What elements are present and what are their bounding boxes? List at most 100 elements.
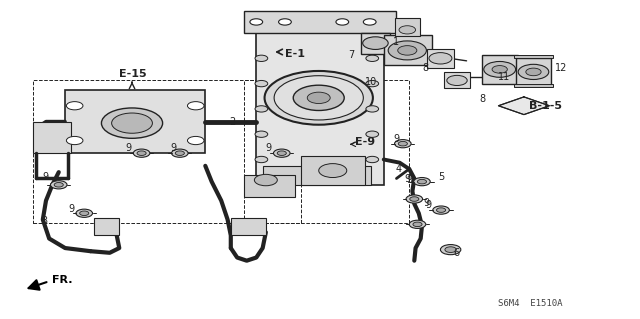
Text: E-15: E-15 bbox=[119, 69, 147, 79]
Circle shape bbox=[255, 55, 268, 62]
Circle shape bbox=[366, 156, 379, 163]
Text: S6M4  E1510A: S6M4 E1510A bbox=[499, 299, 563, 308]
Circle shape bbox=[188, 137, 204, 145]
Bar bbox=[256, 20, 384, 185]
Text: 1: 1 bbox=[394, 38, 399, 48]
Circle shape bbox=[397, 46, 417, 55]
Circle shape bbox=[67, 102, 83, 110]
Text: 9: 9 bbox=[125, 144, 132, 153]
Circle shape bbox=[388, 41, 426, 60]
Circle shape bbox=[410, 197, 419, 201]
Circle shape bbox=[278, 19, 291, 25]
Circle shape bbox=[440, 245, 461, 255]
Circle shape bbox=[366, 55, 379, 62]
Text: E-9: E-9 bbox=[355, 137, 375, 147]
Circle shape bbox=[254, 174, 277, 186]
Polygon shape bbox=[499, 97, 549, 115]
Circle shape bbox=[67, 137, 83, 145]
Bar bbox=[94, 218, 119, 235]
Text: 9: 9 bbox=[424, 198, 430, 208]
Text: 9: 9 bbox=[404, 174, 411, 184]
Circle shape bbox=[406, 195, 422, 203]
Bar bbox=[515, 84, 552, 87]
Bar bbox=[231, 218, 266, 235]
Circle shape bbox=[492, 66, 508, 73]
Circle shape bbox=[293, 85, 344, 110]
Text: 8: 8 bbox=[422, 63, 428, 73]
Circle shape bbox=[307, 92, 330, 104]
Text: 9: 9 bbox=[425, 200, 431, 210]
Text: 10: 10 bbox=[365, 77, 377, 87]
Text: E-1: E-1 bbox=[285, 48, 305, 59]
Bar bbox=[301, 156, 365, 185]
Circle shape bbox=[172, 149, 188, 157]
Text: 6: 6 bbox=[454, 248, 460, 258]
Circle shape bbox=[445, 247, 456, 252]
Circle shape bbox=[433, 206, 449, 214]
Circle shape bbox=[447, 75, 467, 85]
Circle shape bbox=[429, 53, 452, 64]
Circle shape bbox=[255, 80, 268, 87]
Circle shape bbox=[250, 19, 262, 25]
Text: 2: 2 bbox=[230, 116, 236, 127]
Text: 3: 3 bbox=[41, 216, 47, 226]
Circle shape bbox=[526, 68, 541, 76]
Text: 5: 5 bbox=[438, 172, 444, 182]
Circle shape bbox=[436, 208, 445, 212]
Circle shape bbox=[399, 26, 415, 34]
Bar bbox=[65, 90, 205, 153]
Circle shape bbox=[264, 71, 373, 125]
Circle shape bbox=[413, 178, 430, 186]
Bar bbox=[515, 55, 552, 58]
Circle shape bbox=[277, 151, 286, 155]
Bar bbox=[516, 58, 551, 86]
Circle shape bbox=[273, 149, 290, 157]
Text: 11: 11 bbox=[499, 72, 511, 82]
Circle shape bbox=[255, 156, 268, 163]
Circle shape bbox=[484, 62, 516, 77]
Bar bbox=[483, 55, 518, 84]
Bar bbox=[244, 175, 294, 197]
Bar bbox=[33, 122, 72, 153]
Circle shape bbox=[364, 19, 376, 25]
Circle shape bbox=[366, 80, 379, 87]
Circle shape bbox=[413, 222, 422, 226]
Circle shape bbox=[188, 102, 204, 110]
Circle shape bbox=[336, 19, 349, 25]
Bar bbox=[244, 11, 396, 33]
Circle shape bbox=[398, 141, 408, 146]
Circle shape bbox=[319, 164, 347, 178]
Text: 9: 9 bbox=[43, 172, 49, 182]
Circle shape bbox=[255, 131, 268, 137]
Bar bbox=[362, 33, 390, 54]
Text: 7: 7 bbox=[349, 50, 355, 60]
Circle shape bbox=[366, 106, 379, 112]
Bar bbox=[444, 72, 470, 88]
Bar bbox=[262, 166, 371, 185]
Circle shape bbox=[409, 220, 426, 228]
Text: 4: 4 bbox=[395, 164, 401, 174]
Circle shape bbox=[111, 113, 152, 133]
Text: 9: 9 bbox=[394, 134, 399, 144]
Circle shape bbox=[518, 64, 548, 79]
Circle shape bbox=[79, 211, 89, 216]
Text: FR.: FR. bbox=[52, 275, 73, 285]
Bar bbox=[33, 80, 301, 223]
Bar bbox=[394, 18, 420, 35]
Text: 9: 9 bbox=[170, 144, 177, 153]
Text: 12: 12 bbox=[554, 63, 567, 73]
Bar bbox=[427, 49, 454, 68]
Circle shape bbox=[363, 37, 388, 49]
Text: 9: 9 bbox=[68, 204, 74, 213]
Circle shape bbox=[417, 179, 426, 184]
Text: 8: 8 bbox=[479, 94, 485, 104]
Circle shape bbox=[137, 151, 146, 155]
Circle shape bbox=[133, 149, 150, 157]
Circle shape bbox=[366, 131, 379, 137]
Circle shape bbox=[76, 209, 93, 217]
Circle shape bbox=[274, 76, 364, 120]
Text: 9: 9 bbox=[266, 144, 272, 153]
Circle shape bbox=[51, 181, 67, 189]
Circle shape bbox=[101, 108, 163, 138]
Text: B-1-5: B-1-5 bbox=[529, 101, 562, 111]
